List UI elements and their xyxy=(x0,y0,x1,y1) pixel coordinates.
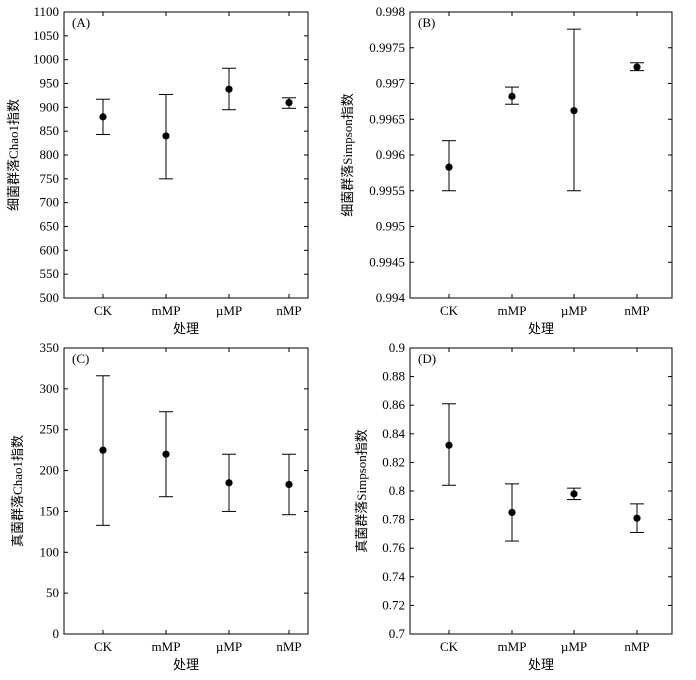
y-tick-label: 1000 xyxy=(33,52,59,67)
y-tick-label: 1050 xyxy=(33,28,59,43)
x-tick-label: µMP xyxy=(216,639,242,654)
x-tick-label: CK xyxy=(440,639,459,654)
panel-label: (B) xyxy=(418,15,435,30)
x-tick-label: mMP xyxy=(152,303,181,318)
y-tick-label: 0.84 xyxy=(382,426,405,441)
data-point xyxy=(285,98,293,107)
panel-label: (D) xyxy=(418,351,436,366)
y-tick-label: 750 xyxy=(40,171,60,186)
chart-panel-4: 0.7 0.72 0.74 0.76 0.78 0.8 0.82 0.84 0.86 0.88 0.… xyxy=(354,340,673,672)
y-tick-label: 0.995 xyxy=(376,219,405,234)
x-tick-label: mMP xyxy=(498,639,527,654)
data-point xyxy=(162,132,170,140)
x-tick-label: nMP xyxy=(276,303,301,318)
chart-panel-1: 500 550 600 650 700 750 800 850 900 950 1000 1050 11… xyxy=(6,4,309,336)
y-tick-label: 0.74 xyxy=(382,569,405,584)
chart-panel-3: 0 50 100 150 200 250 300 350 CK mMP µMP nMP (C) 处理 真菌群… xyxy=(10,340,309,672)
x-axis-title: 处理 xyxy=(173,321,199,336)
y-tick-label: 0.9965 xyxy=(369,111,405,126)
data-point xyxy=(99,446,107,454)
y-tick-label: 0.76 xyxy=(382,540,405,555)
data-point xyxy=(99,113,107,121)
y-tick-label: 200 xyxy=(40,463,60,478)
y-tick-label: 50 xyxy=(46,585,59,600)
y-tick-label: 0.9945 xyxy=(369,254,405,269)
y-tick-label: 0.7 xyxy=(389,626,406,641)
y-tick-label: 150 xyxy=(40,503,60,518)
x-axis-title: 处理 xyxy=(173,657,199,672)
x-tick-label: µMP xyxy=(561,303,587,318)
chart-panel-2: 0.994 0.9945 0.995 0.9955 0.996 0.9965 0.997 0.… xyxy=(340,4,673,336)
y-tick-label: 550 xyxy=(40,266,60,281)
y-tick-label: 0.88 xyxy=(382,369,405,384)
y-tick-label: 0.998 xyxy=(376,4,405,19)
data-point xyxy=(162,450,170,458)
data-point xyxy=(633,63,641,71)
data-point xyxy=(445,441,453,449)
y-tick-label: 0.9 xyxy=(389,340,405,355)
x-tick-label: nMP xyxy=(624,303,649,318)
y-tick-label: 0.78 xyxy=(382,512,405,527)
data-point xyxy=(225,85,233,93)
y-tick-label: 0.72 xyxy=(382,597,405,612)
data-point xyxy=(508,508,516,517)
y-tick-label: 350 xyxy=(40,340,60,355)
y-tick-label: 0.994 xyxy=(376,290,406,305)
data-point xyxy=(633,514,641,522)
y-axis-title: 真菌群落Chao1指数 xyxy=(10,435,25,547)
x-tick-label: nMP xyxy=(276,639,301,654)
y-tick-label: 0.9955 xyxy=(369,183,405,198)
x-tick-label: µMP xyxy=(561,639,587,654)
data-point xyxy=(570,490,578,498)
x-tick-label: µMP xyxy=(216,303,242,318)
y-tick-label: 0.8 xyxy=(389,483,405,498)
y-tick-label: 0.997 xyxy=(376,76,406,91)
plot-frame xyxy=(409,347,673,635)
x-tick-label: CK xyxy=(440,303,459,318)
y-tick-label: 850 xyxy=(40,123,60,138)
x-tick-label: mMP xyxy=(498,303,527,318)
x-tick-label: nMP xyxy=(624,639,649,654)
y-tick-label: 0.86 xyxy=(382,397,405,412)
data-point xyxy=(570,107,578,115)
y-axis-title: 细菌群落Simpson指数 xyxy=(340,93,355,217)
y-tick-label: 600 xyxy=(40,242,60,257)
panel-label: (A) xyxy=(72,15,90,30)
data-point xyxy=(285,480,293,489)
y-tick-label: 100 xyxy=(40,544,60,559)
y-tick-label: 0.996 xyxy=(376,147,406,162)
data-point xyxy=(445,163,453,171)
y-tick-label: 500 xyxy=(40,290,60,305)
y-tick-label: 0 xyxy=(53,626,60,641)
plot-frame xyxy=(63,11,309,299)
y-tick-label: 650 xyxy=(40,219,60,234)
y-tick-label: 800 xyxy=(40,147,60,162)
panel-label: (C) xyxy=(72,351,89,366)
y-tick-label: 0.9975 xyxy=(369,40,405,55)
y-tick-label: 700 xyxy=(40,195,60,210)
x-tick-label: mMP xyxy=(152,639,181,654)
y-tick-label: 0.82 xyxy=(382,454,405,469)
y-axis-title: 细菌群落Chao1指数 xyxy=(6,99,21,211)
data-point xyxy=(508,92,516,100)
y-tick-label: 950 xyxy=(40,76,60,91)
x-axis-title: 处理 xyxy=(528,321,554,336)
plot-frame xyxy=(63,347,309,635)
y-tick-label: 250 xyxy=(40,422,60,437)
data-point xyxy=(225,479,233,487)
y-tick-label: 900 xyxy=(40,99,60,114)
y-axis-title: 真菌群落Simpson指数 xyxy=(354,429,369,553)
y-tick-label: 1100 xyxy=(33,4,59,19)
x-tick-label: CK xyxy=(94,639,113,654)
x-axis-title: 处理 xyxy=(528,657,554,672)
x-tick-label: CK xyxy=(94,303,113,318)
y-tick-label: 300 xyxy=(40,381,60,396)
